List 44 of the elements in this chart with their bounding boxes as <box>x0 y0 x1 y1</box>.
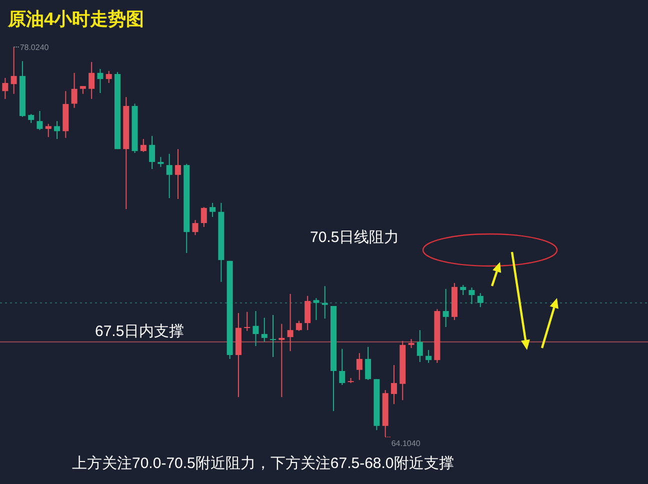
candlestick <box>313 298 320 320</box>
candlestick <box>339 348 346 386</box>
candlestick <box>270 314 276 358</box>
candlestick <box>416 330 423 363</box>
candlestick <box>54 120 60 140</box>
candlestick <box>252 310 259 347</box>
candlestick <box>477 292 484 308</box>
candlestick <box>158 156 164 168</box>
candlestick <box>261 317 268 342</box>
candlestick <box>426 349 432 364</box>
candlestick <box>365 346 372 380</box>
candlestick <box>460 284 466 296</box>
candlestick <box>287 293 294 352</box>
candlestick <box>149 135 156 170</box>
chart-title: 原油4小时走势图 <box>7 9 144 29</box>
candlestick <box>210 202 216 218</box>
candlestick <box>36 110 43 131</box>
candlestick <box>296 320 302 332</box>
candlestick <box>174 148 181 200</box>
annotation: 70.5日线阻力 <box>310 229 400 246</box>
candlestick <box>71 72 78 108</box>
candlestick <box>192 219 198 236</box>
candlestick <box>45 123 52 138</box>
annotation: 78.0240 <box>20 43 50 52</box>
candlestick <box>468 287 475 305</box>
text: 上方关注70.0-70.5附近阻力，下方关注67.5-68.0附近支撑 <box>72 455 454 472</box>
candlestick <box>166 153 172 199</box>
candlestick <box>322 286 328 320</box>
candlestick <box>278 323 285 398</box>
candlestick <box>10 46 17 94</box>
candlestick <box>304 295 311 331</box>
candlestick <box>88 61 95 100</box>
candlestick <box>106 70 112 84</box>
candlestick <box>356 352 362 380</box>
marker-label: 78.0240 <box>13 43 49 52</box>
marker-label: 64.1040 <box>384 436 420 448</box>
candlestick <box>200 206 207 228</box>
candlestick <box>97 68 104 94</box>
ref-line-label: 67.5日内支撑 <box>95 322 184 340</box>
candlestick <box>390 364 397 405</box>
candlestick <box>244 311 250 332</box>
candlestick <box>2 77 8 100</box>
candlestick <box>442 288 449 328</box>
candlestick <box>140 138 146 152</box>
